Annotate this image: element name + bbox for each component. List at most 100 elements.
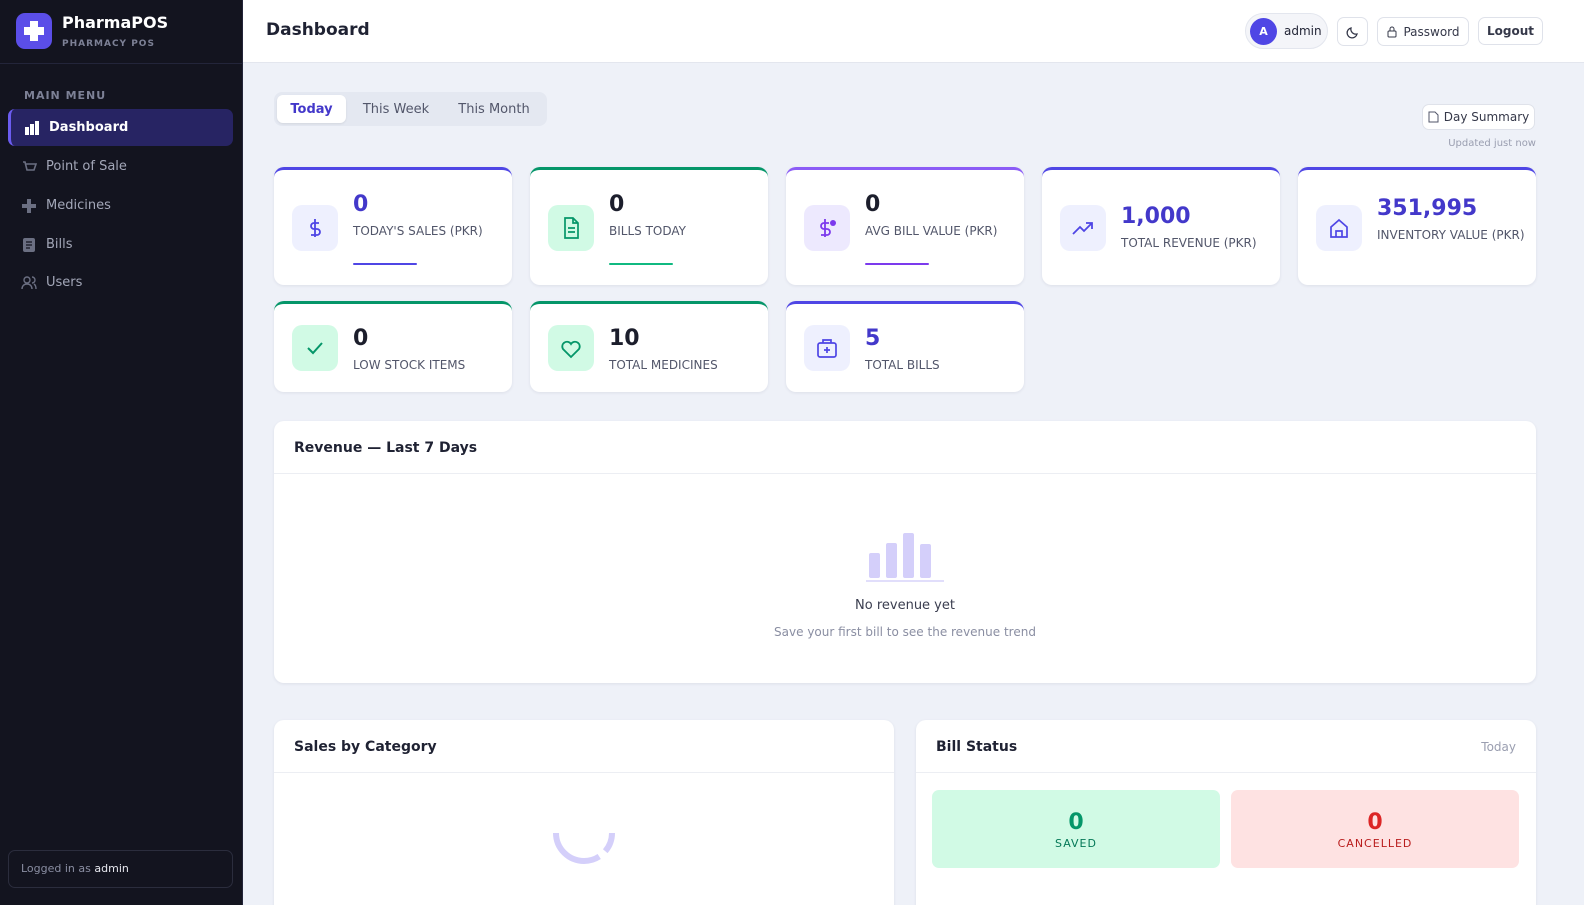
user-name: admin [1284,24,1322,38]
icon [817,339,837,358]
icon [1330,218,1348,238]
icon [307,342,323,355]
theme-toggle[interactable] [1337,17,1368,46]
nav-icon [21,276,37,290]
user-chip[interactable]: A admin [1245,13,1328,49]
stat-icon [292,204,338,251]
status-label: SAVED [1055,837,1097,850]
panel-title: Sales by Category [274,720,894,773]
button-label: Password [1403,24,1460,39]
brand-tagline: PHARMACY POS [62,39,155,49]
nav-icon [23,161,37,171]
nav-label: Bills [46,237,73,252]
session-prefix: Logged in as [21,862,91,875]
stat-icon [804,204,850,251]
logo-icon [24,21,44,41]
stat-label: INVENTORY VALUE (PKR) [1377,228,1525,242]
password-button[interactable]: Password [1377,17,1469,46]
updated-note: Updated just now [1448,138,1536,149]
panel-period: Today [1481,740,1516,754]
panel-title: Bill Status [916,720,1536,773]
stat-icon [804,325,850,371]
day-summary-button[interactable]: Day Summary [1422,104,1535,130]
loading-icon [553,832,615,864]
saved-box: 0 SAVED [932,790,1220,868]
status-value: 0 [1068,810,1084,835]
page-title: Dashboard [266,20,370,40]
icon [820,218,836,237]
status-value: 0 [1367,810,1383,835]
stat-underline [609,263,673,265]
stat-value: 5 [865,326,881,351]
tab[interactable]: This Week [362,101,430,117]
stat-underline [865,263,929,265]
avatar: A [1250,18,1277,45]
brand-name: PharmaPOS [62,13,169,32]
icon [1072,221,1093,235]
status-label: CANCELLED [1337,837,1413,850]
panel-title: Revenue — Last 7 Days [274,421,1536,474]
stat-value: 10 [609,326,640,351]
stat-value: 0 [609,192,625,217]
sales-category-panel: Sales by Category [274,720,894,905]
stat-label: TOTAL REVENUE (PKR) [1121,236,1257,250]
stat-card: 0 TODAY'S SALES (PKR) [274,167,512,285]
stat-label: LOW STOCK ITEMS [353,358,466,372]
nav-item[interactable]: Bills [8,226,233,263]
stat-card: 0 BILLS TODAY [530,167,768,285]
divider [0,63,242,64]
moon-icon [1345,26,1358,39]
stat-value: 0 [865,192,881,217]
stat-card: 351,995 INVENTORY VALUE (PKR) [1298,167,1536,285]
empty-title: No revenue yet [855,598,955,613]
stat-label: AVG BILL VALUE (PKR) [865,224,998,238]
nav-item[interactable]: Users [8,264,233,301]
nav-label: Dashboard [49,120,129,135]
nav-icon [25,121,39,135]
stat-value: 0 [353,326,369,351]
nav-item[interactable]: Point of Sale [8,148,233,185]
stat-card: 0 AVG BILL VALUE (PKR) [786,167,1024,285]
empty-text: Save your first bill to see the revenue … [774,625,1036,639]
stat-card: 10 TOTAL MEDICINES [530,301,768,392]
header: Dashboard A admin Password Logout [243,0,1584,63]
bill-status-panel: Bill Status Today 0 SAVED 0 CANCELLED [916,720,1536,905]
logo [16,13,52,49]
stat-label: BILLS TODAY [609,224,686,238]
stat-icon [292,325,338,371]
nav-icon [22,199,36,213]
session-user: admin [94,862,129,875]
nav-label: Users [46,275,83,290]
sidebar: PharmaPOS PHARMACY POS MAIN MENU Dashboa… [0,0,243,905]
stat-card: 5 TOTAL BILLS [786,301,1024,392]
stat-card: 0 LOW STOCK ITEMS [274,301,512,392]
lock-icon [1387,26,1397,37]
menu-heading: MAIN MENU [24,89,107,102]
stat-icon [548,204,594,251]
period-tabs: Today This Week This Month [274,92,547,126]
stat-value: 1,000 [1121,204,1191,229]
nav-icon [23,238,35,252]
tab[interactable]: Today [277,95,346,123]
icon [561,340,581,359]
doc-icon [1428,111,1439,123]
stat-value: 0 [353,192,369,217]
session-info: Logged in as admin [8,850,233,888]
stat-underline [353,263,417,265]
logout-button[interactable]: Logout [1478,17,1543,45]
nav-item[interactable]: Dashboard [8,109,233,146]
nav-item[interactable]: Medicines [8,187,233,224]
empty-chart-icon [866,533,944,582]
tab[interactable]: This Month [458,101,530,117]
nav-label: Medicines [46,198,111,213]
revenue-panel: Revenue — Last 7 Days No revenue yet Sav… [274,421,1536,683]
stat-icon [1316,204,1362,251]
stat-label: TOTAL MEDICINES [609,358,718,372]
cancelled-box: 0 CANCELLED [1231,790,1519,868]
stat-label: TODAY'S SALES (PKR) [353,224,483,238]
stat-label: TOTAL BILLS [865,358,940,372]
stat-icon [548,325,594,371]
icon [564,216,579,239]
